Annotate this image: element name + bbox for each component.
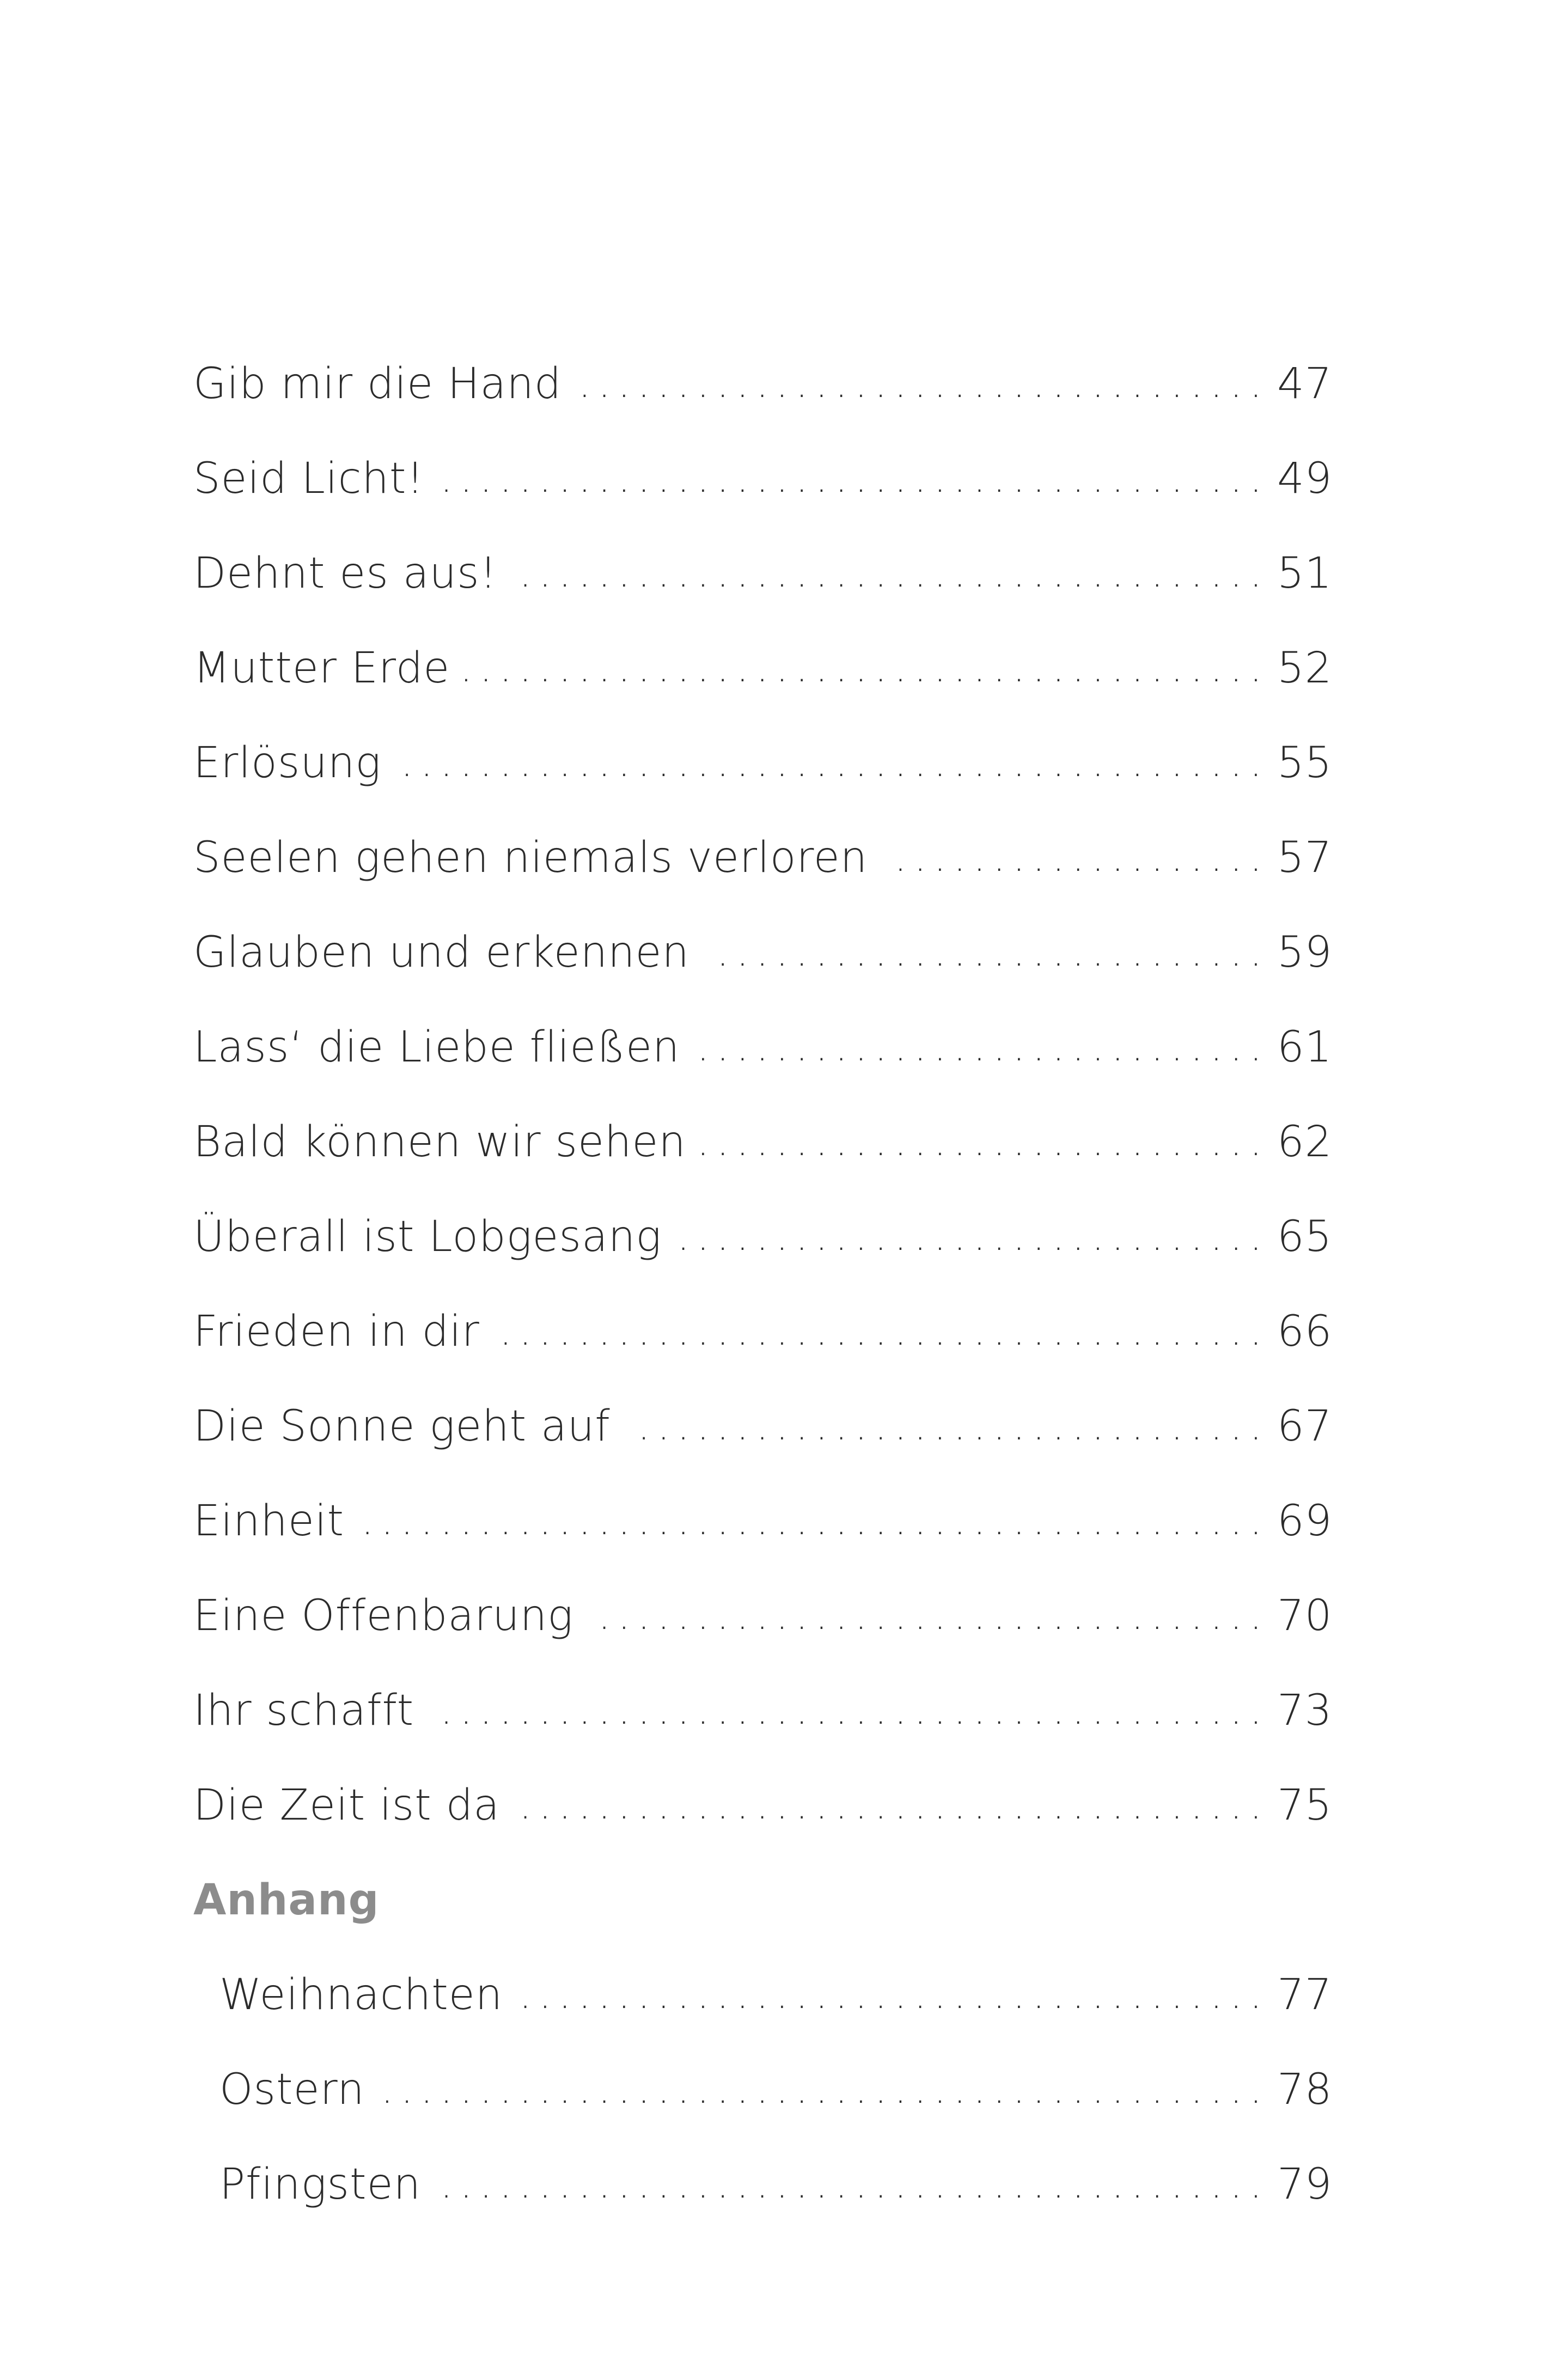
toc-entry: Mutter Erde.............................… [193,621,1336,716]
toc-leader-dots: ........................................… [495,1309,1270,1354]
toc-entry-title: Seid Licht! [193,454,440,503]
toc-entry: Frieden in dir..........................… [193,1284,1336,1379]
toc-entry: Eine Offenbarung........................… [193,1569,1336,1663]
toc-entry: Gib mir die Hand........................… [193,337,1336,431]
toc-entry: Ihr schafft.............................… [193,1663,1336,1758]
toc-leader-dots: ........................................… [359,1499,1270,1543]
toc-entry-title: Ihr schafft [193,1686,430,1735]
toc-entry-title: Gib mir die Hand [193,359,577,408]
toc-leader-dots: ........................................… [380,2067,1270,2112]
toc-leader-dots: ........................................… [626,1404,1270,1449]
toc-entry-page: 73 [1277,1686,1333,1735]
toc-entry-page: 62 [1277,1118,1333,1167]
toc-entry: Weihnachten.............................… [193,1948,1336,2042]
toc-leader-dots: ........................................… [695,1025,1270,1070]
toc-entry: Die Sonne geht auf......................… [193,1379,1336,1474]
toc-entry-title: Erlösung [193,739,397,788]
toc-entry: Bald können wir sehen...................… [193,1095,1336,1189]
toc-leader-dots: ........................................… [701,1120,1270,1164]
toc-leader-dots: ........................................… [705,930,1270,975]
toc-entry: Dehnt es aus!...........................… [193,526,1336,621]
toc-entry-title: Lass‘ die Liebe fließen [193,1023,695,1072]
toc-entry-page: 79 [1277,2160,1333,2209]
toc-leader-dots: ........................................… [577,362,1270,406]
toc-entry-title: Pfingsten [219,2160,437,2209]
toc-leader-dots: ........................................… [883,835,1270,880]
toc-entry-title: Mutter Erde [193,644,466,693]
toc-leader-dots: ........................................… [396,741,1270,785]
toc-entry-title: Weihnachten [219,1970,518,2019]
toc-entry: Einheit.................................… [193,1474,1336,1569]
toc-entry: Glauben und erkennen....................… [193,905,1336,1000]
toc-leader-dots: ........................................… [677,1215,1270,1259]
toc-entry-page: 69 [1277,1497,1333,1546]
toc-entry-title: Die Sonne geht auf [193,1402,626,1451]
toc-leader-dots: ........................................… [429,1688,1270,1733]
toc-leader-dots: ........................................… [436,2162,1270,2207]
toc-entry-page: 51 [1277,549,1333,598]
toc-entry: Erlösung................................… [193,716,1336,810]
toc-entry-title: Glauben und erkennen [193,928,705,977]
toc-entry-page: 78 [1277,2065,1333,2114]
appendix-heading: Anhang [193,1876,380,1925]
toc-entry-page: 57 [1277,833,1333,882]
toc-entry-page: 75 [1277,1781,1333,1830]
toc-leader-dots: ........................................… [589,1594,1270,1638]
toc-entry-title: Überall ist Lobgesang [193,1212,678,1261]
toc-entry-title: Frieden in dir [193,1307,495,1356]
toc-leader-dots: ........................................… [440,456,1270,501]
toc-leader-dots: ........................................… [515,1783,1270,1828]
toc-entry-title: Dehnt es aus! [193,549,512,598]
toc-leader-dots: ........................................… [512,551,1270,596]
toc-entry-page: 70 [1277,1591,1333,1640]
toc-entry-page: 52 [1277,644,1333,693]
toc-entry: Die Zeit ist da.........................… [193,1758,1336,1853]
toc-entry: Überall ist Lobgesang...................… [193,1189,1336,1284]
toc-entry-page: 61 [1277,1023,1333,1072]
toc-entry-title: Bald können wir sehen [193,1118,701,1167]
toc-entry-title: Die Zeit ist da [193,1781,515,1830]
toc-entry-page: 47 [1277,359,1333,408]
toc-entry-page: 65 [1277,1212,1333,1261]
toc-entry-title: Seelen gehen niemals verloren [193,833,883,882]
toc-entry: Pfingsten...............................… [193,2137,1336,2232]
toc-entry: Lass‘ die Liebe fließen.................… [193,1000,1336,1095]
toc-entry-title: Ostern [219,2065,380,2114]
toc-leader-dots: ........................................… [465,646,1270,691]
table-of-contents: Gib mir die Hand........................… [193,337,1336,2232]
toc-entry-page: 77 [1277,1970,1333,2019]
toc-entry-page: 67 [1277,1402,1333,1451]
toc-entry-page: 55 [1277,739,1333,788]
toc-leader-dots: ........................................… [518,1973,1270,2017]
toc-entry-title: Eine Offenbarung [193,1591,589,1640]
toc-entry-page: 66 [1277,1307,1333,1356]
toc-entry: Ostern..................................… [193,2042,1336,2137]
toc-entry-title: Einheit [193,1497,360,1546]
toc-entry-page: 49 [1277,454,1333,503]
toc-entry-page: 59 [1277,928,1333,977]
toc-entry: Seid Licht!.............................… [193,431,1336,526]
toc-entry: Seelen gehen niemals verloren...........… [193,810,1336,905]
